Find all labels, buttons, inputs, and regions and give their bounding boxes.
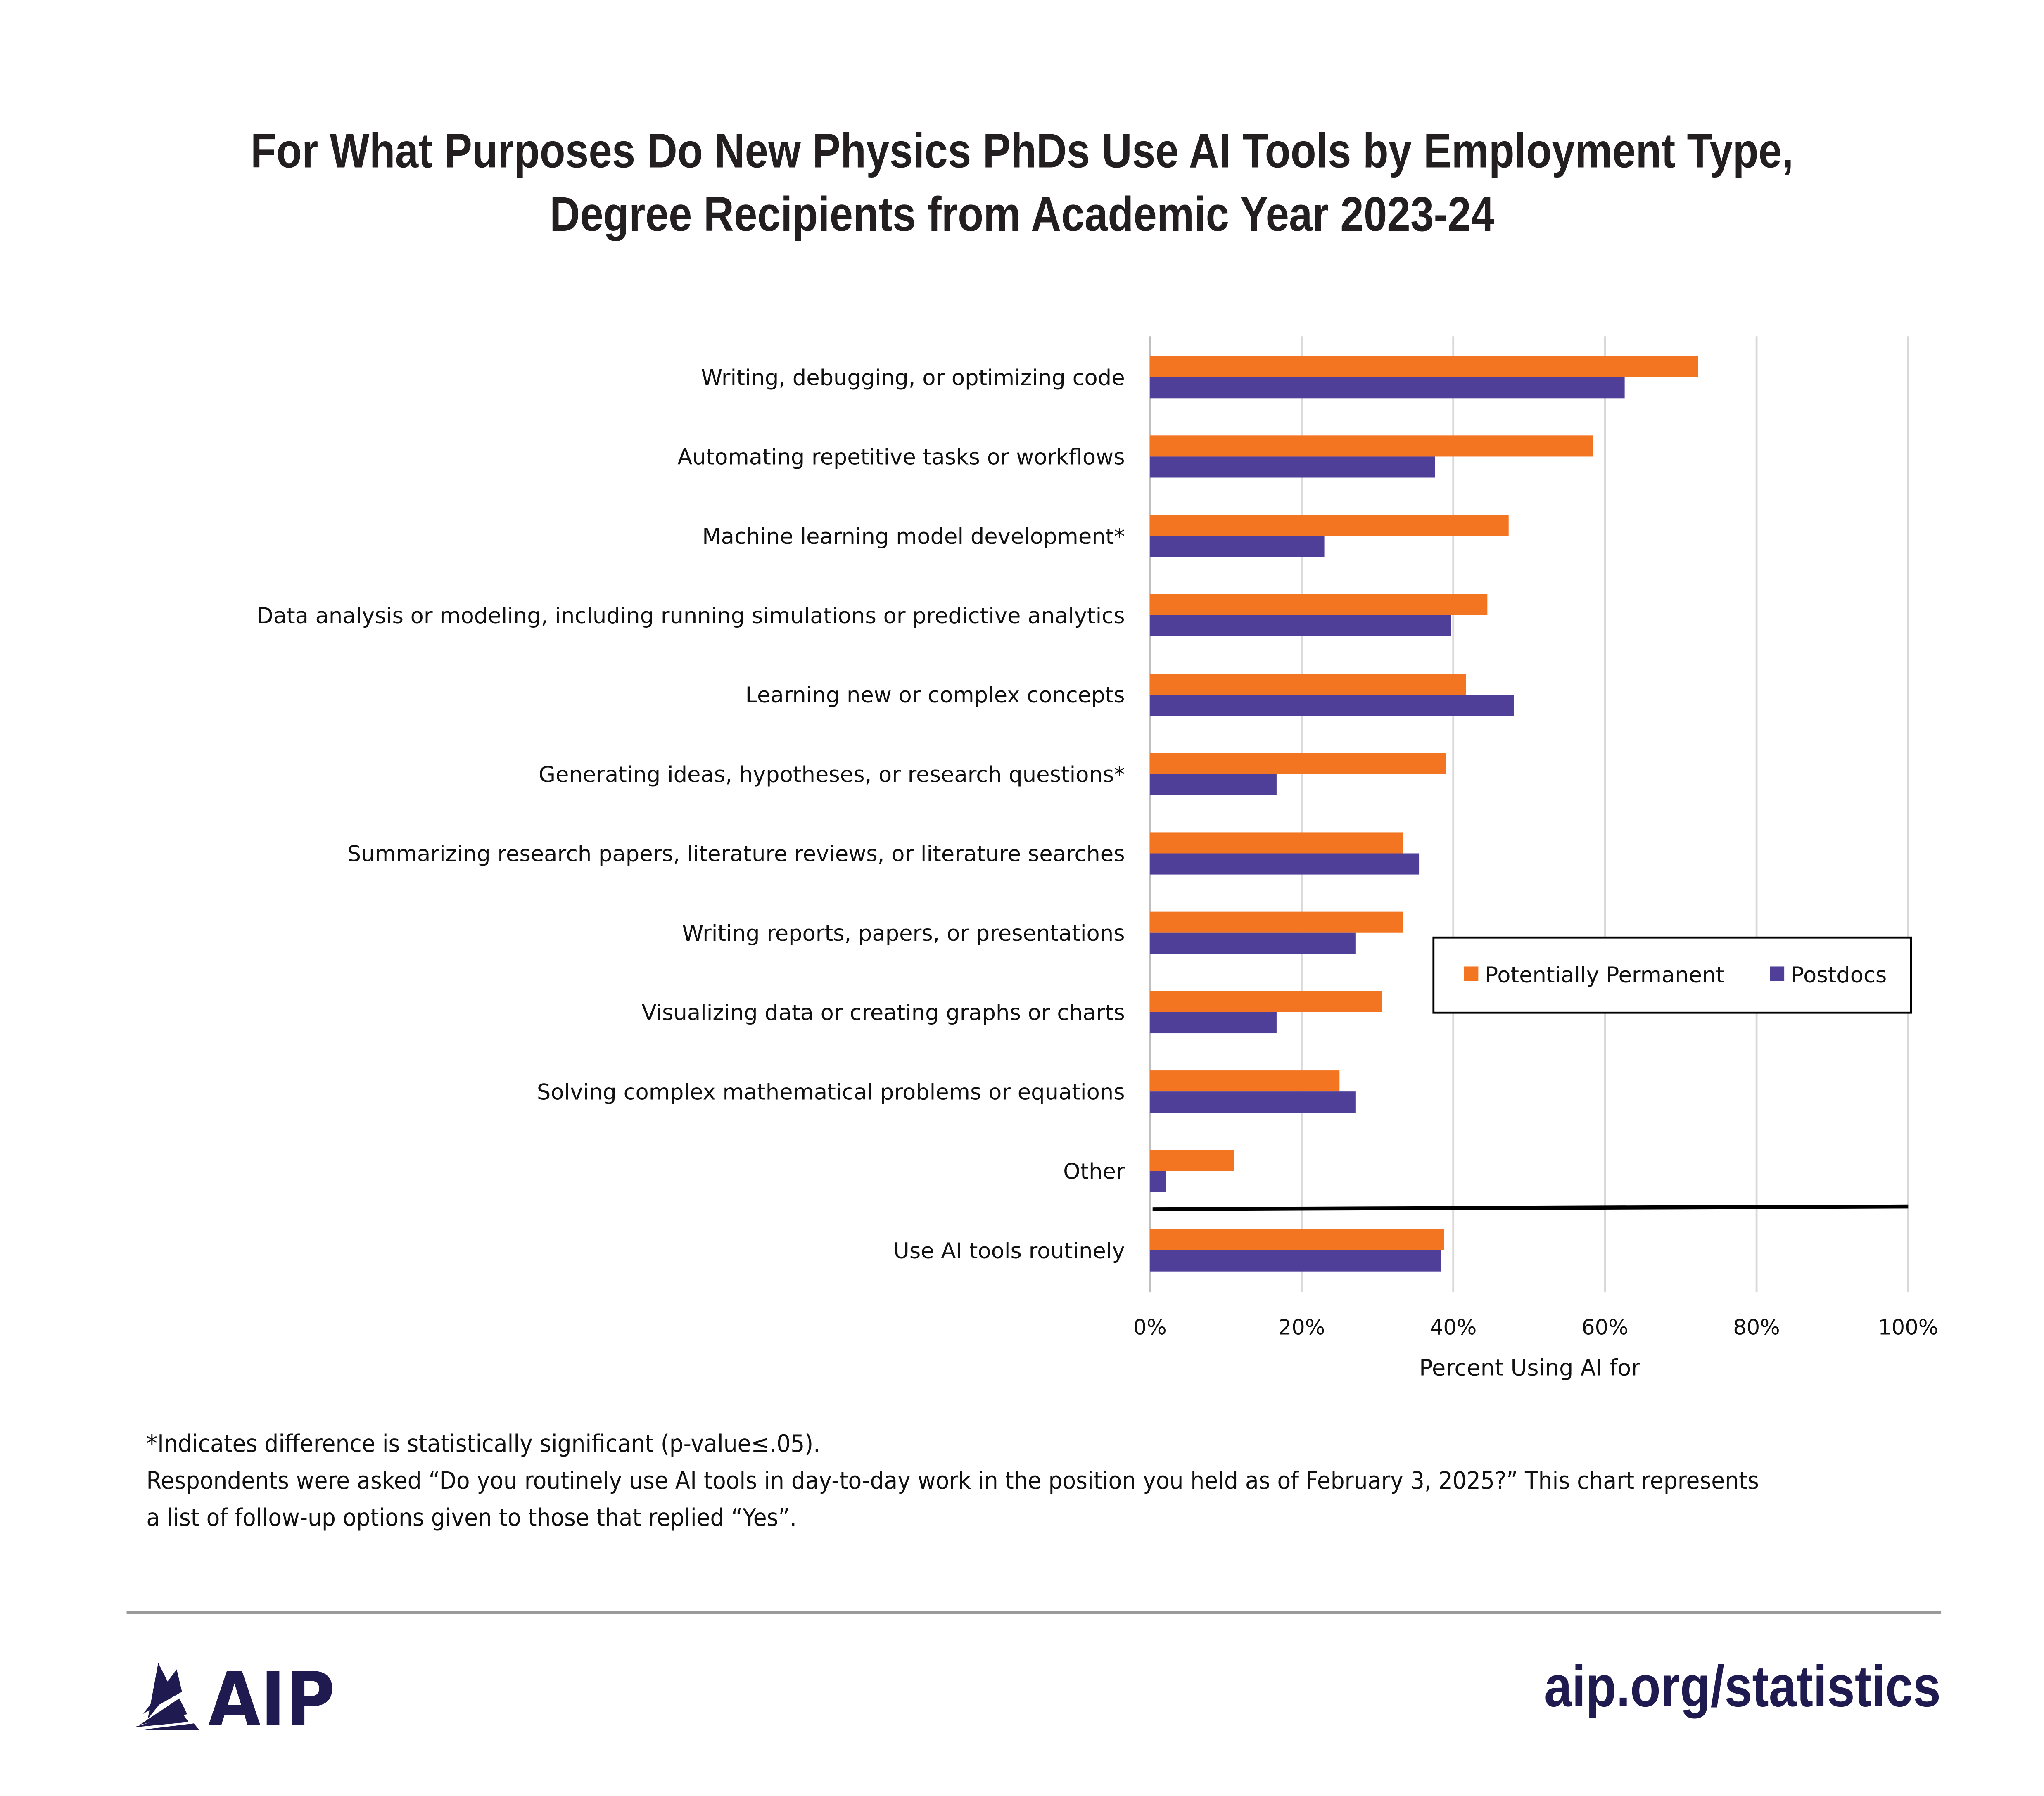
category-label: Solving complex mathematical problems or… [537, 1079, 1125, 1105]
statistics-url-link[interactable]: aip.org/statistics [1544, 1655, 1942, 1720]
x-tick-label: 80% [1733, 1315, 1780, 1340]
category-label: Summarizing research papers, literature … [347, 842, 1125, 867]
bar-postdocs [1150, 377, 1625, 399]
bar-potentially-permanent [1150, 435, 1593, 457]
category-label: Writing, debugging, or optimizing code [701, 365, 1125, 390]
bar-chart: 0% 20% 40% 60% 80% 100% Percent Using AI for Wr… [256, 336, 1938, 1381]
x-tick-label: 40% [1430, 1315, 1477, 1340]
legend-swatch [1770, 966, 1785, 981]
bar-potentially-permanent [1150, 832, 1403, 854]
bar-postdocs [1150, 695, 1514, 716]
bar-potentially-permanent [1150, 594, 1488, 615]
x-axis-label: Percent Using AI for [1419, 1355, 1640, 1381]
category-label: Use AI tools routinely [893, 1238, 1125, 1264]
legend-box [1432, 936, 1912, 1014]
bar-postdocs [1150, 1012, 1277, 1034]
category-label: Data analysis or modeling, including run… [256, 603, 1125, 629]
footer-divider [126, 1611, 1942, 1614]
bar-potentially-permanent [1150, 1229, 1444, 1250]
bar-postdocs [1150, 1091, 1356, 1113]
survey-note-line-1: Respondents were asked “Do you routinely… [146, 1467, 1759, 1495]
aip-logo-text: AIP [208, 1661, 335, 1730]
bar-potentially-permanent [1150, 673, 1466, 695]
category-label: Machine learning model development* [702, 524, 1125, 549]
legend-swatch [1464, 966, 1479, 981]
x-tick-label: 20% [1278, 1315, 1325, 1340]
bar-postdocs [1150, 1250, 1441, 1272]
category-label: Learning new or complex concepts [745, 683, 1125, 708]
survey-note-line-2: a list of follow-up options given to tho… [146, 1504, 797, 1533]
chart-title-line-2: Degree Recipients from Academic Year 202… [549, 187, 1495, 242]
separator-line [1152, 1204, 1909, 1211]
bar-potentially-permanent [1150, 911, 1403, 933]
category-label: Visualizing data or creating graphs or c… [642, 1000, 1125, 1025]
x-tick-label: 60% [1581, 1315, 1629, 1340]
category-label: Writing reports, papers, or presentation… [682, 921, 1125, 946]
bar-postdocs [1150, 615, 1451, 636]
legend-label: Potentially Permanent [1485, 963, 1724, 988]
aip-logo: AIP [133, 1661, 335, 1730]
bar-potentially-permanent [1150, 991, 1382, 1012]
category-label: Other [1063, 1159, 1125, 1184]
category-label: Automating repetitive tasks or workflows [677, 445, 1125, 470]
bar-potentially-permanent [1150, 515, 1509, 536]
category-label: Generating ideas, hypotheses, or researc… [539, 762, 1125, 787]
significance-note: *Indicates difference is statistically s… [146, 1431, 821, 1459]
legend-label: Postdocs [1791, 963, 1887, 988]
bar-potentially-permanent [1150, 1070, 1340, 1092]
x-tick-label: 100% [1878, 1315, 1938, 1340]
bar-potentially-permanent [1150, 356, 1698, 377]
bar-postdocs [1150, 932, 1356, 954]
bar-potentially-permanent [1150, 1150, 1234, 1171]
bar-postdocs [1150, 536, 1325, 557]
bar-potentially-permanent [1150, 753, 1446, 774]
bar-postdocs [1150, 853, 1420, 875]
bar-postdocs [1150, 1171, 1166, 1192]
bar-postdocs [1150, 774, 1277, 795]
bar-postdocs [1150, 456, 1435, 478]
x-tick-label: 0% [1133, 1315, 1167, 1340]
chart-title-line-1: For What Purposes Do New Physics PhDs Us… [250, 124, 1794, 178]
